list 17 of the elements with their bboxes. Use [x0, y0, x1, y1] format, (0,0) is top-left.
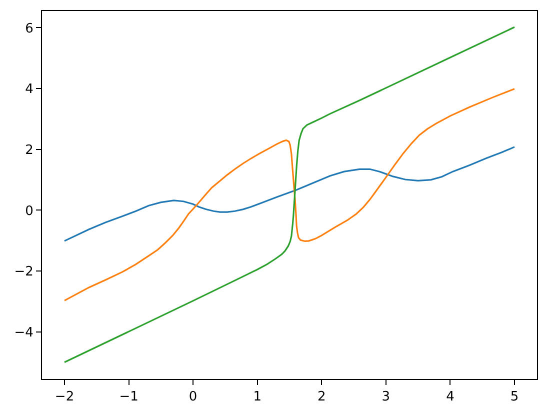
x-tick-label: 3	[382, 390, 390, 405]
x-tick-label: 5	[510, 390, 519, 405]
x-tick-label: 4	[446, 390, 454, 405]
y-tick-label: 2	[25, 142, 34, 158]
y-tick-label: 6	[25, 21, 34, 36]
x-tick-label: 1	[253, 390, 262, 405]
x-tick-label: −1	[119, 390, 138, 405]
x-tick-label: −2	[54, 390, 74, 405]
y-tick-label: 4	[25, 82, 34, 98]
line-series	[64, 26, 516, 364]
x-tick-label: 0	[188, 390, 198, 405]
line-series	[64, 146, 516, 242]
y-tick-label: 0	[25, 204, 34, 219]
x-tick-label: 2	[318, 390, 326, 405]
y-tick-label: −2	[14, 264, 34, 280]
y-tick-label: −4	[14, 325, 34, 340]
line-series	[64, 88, 516, 302]
